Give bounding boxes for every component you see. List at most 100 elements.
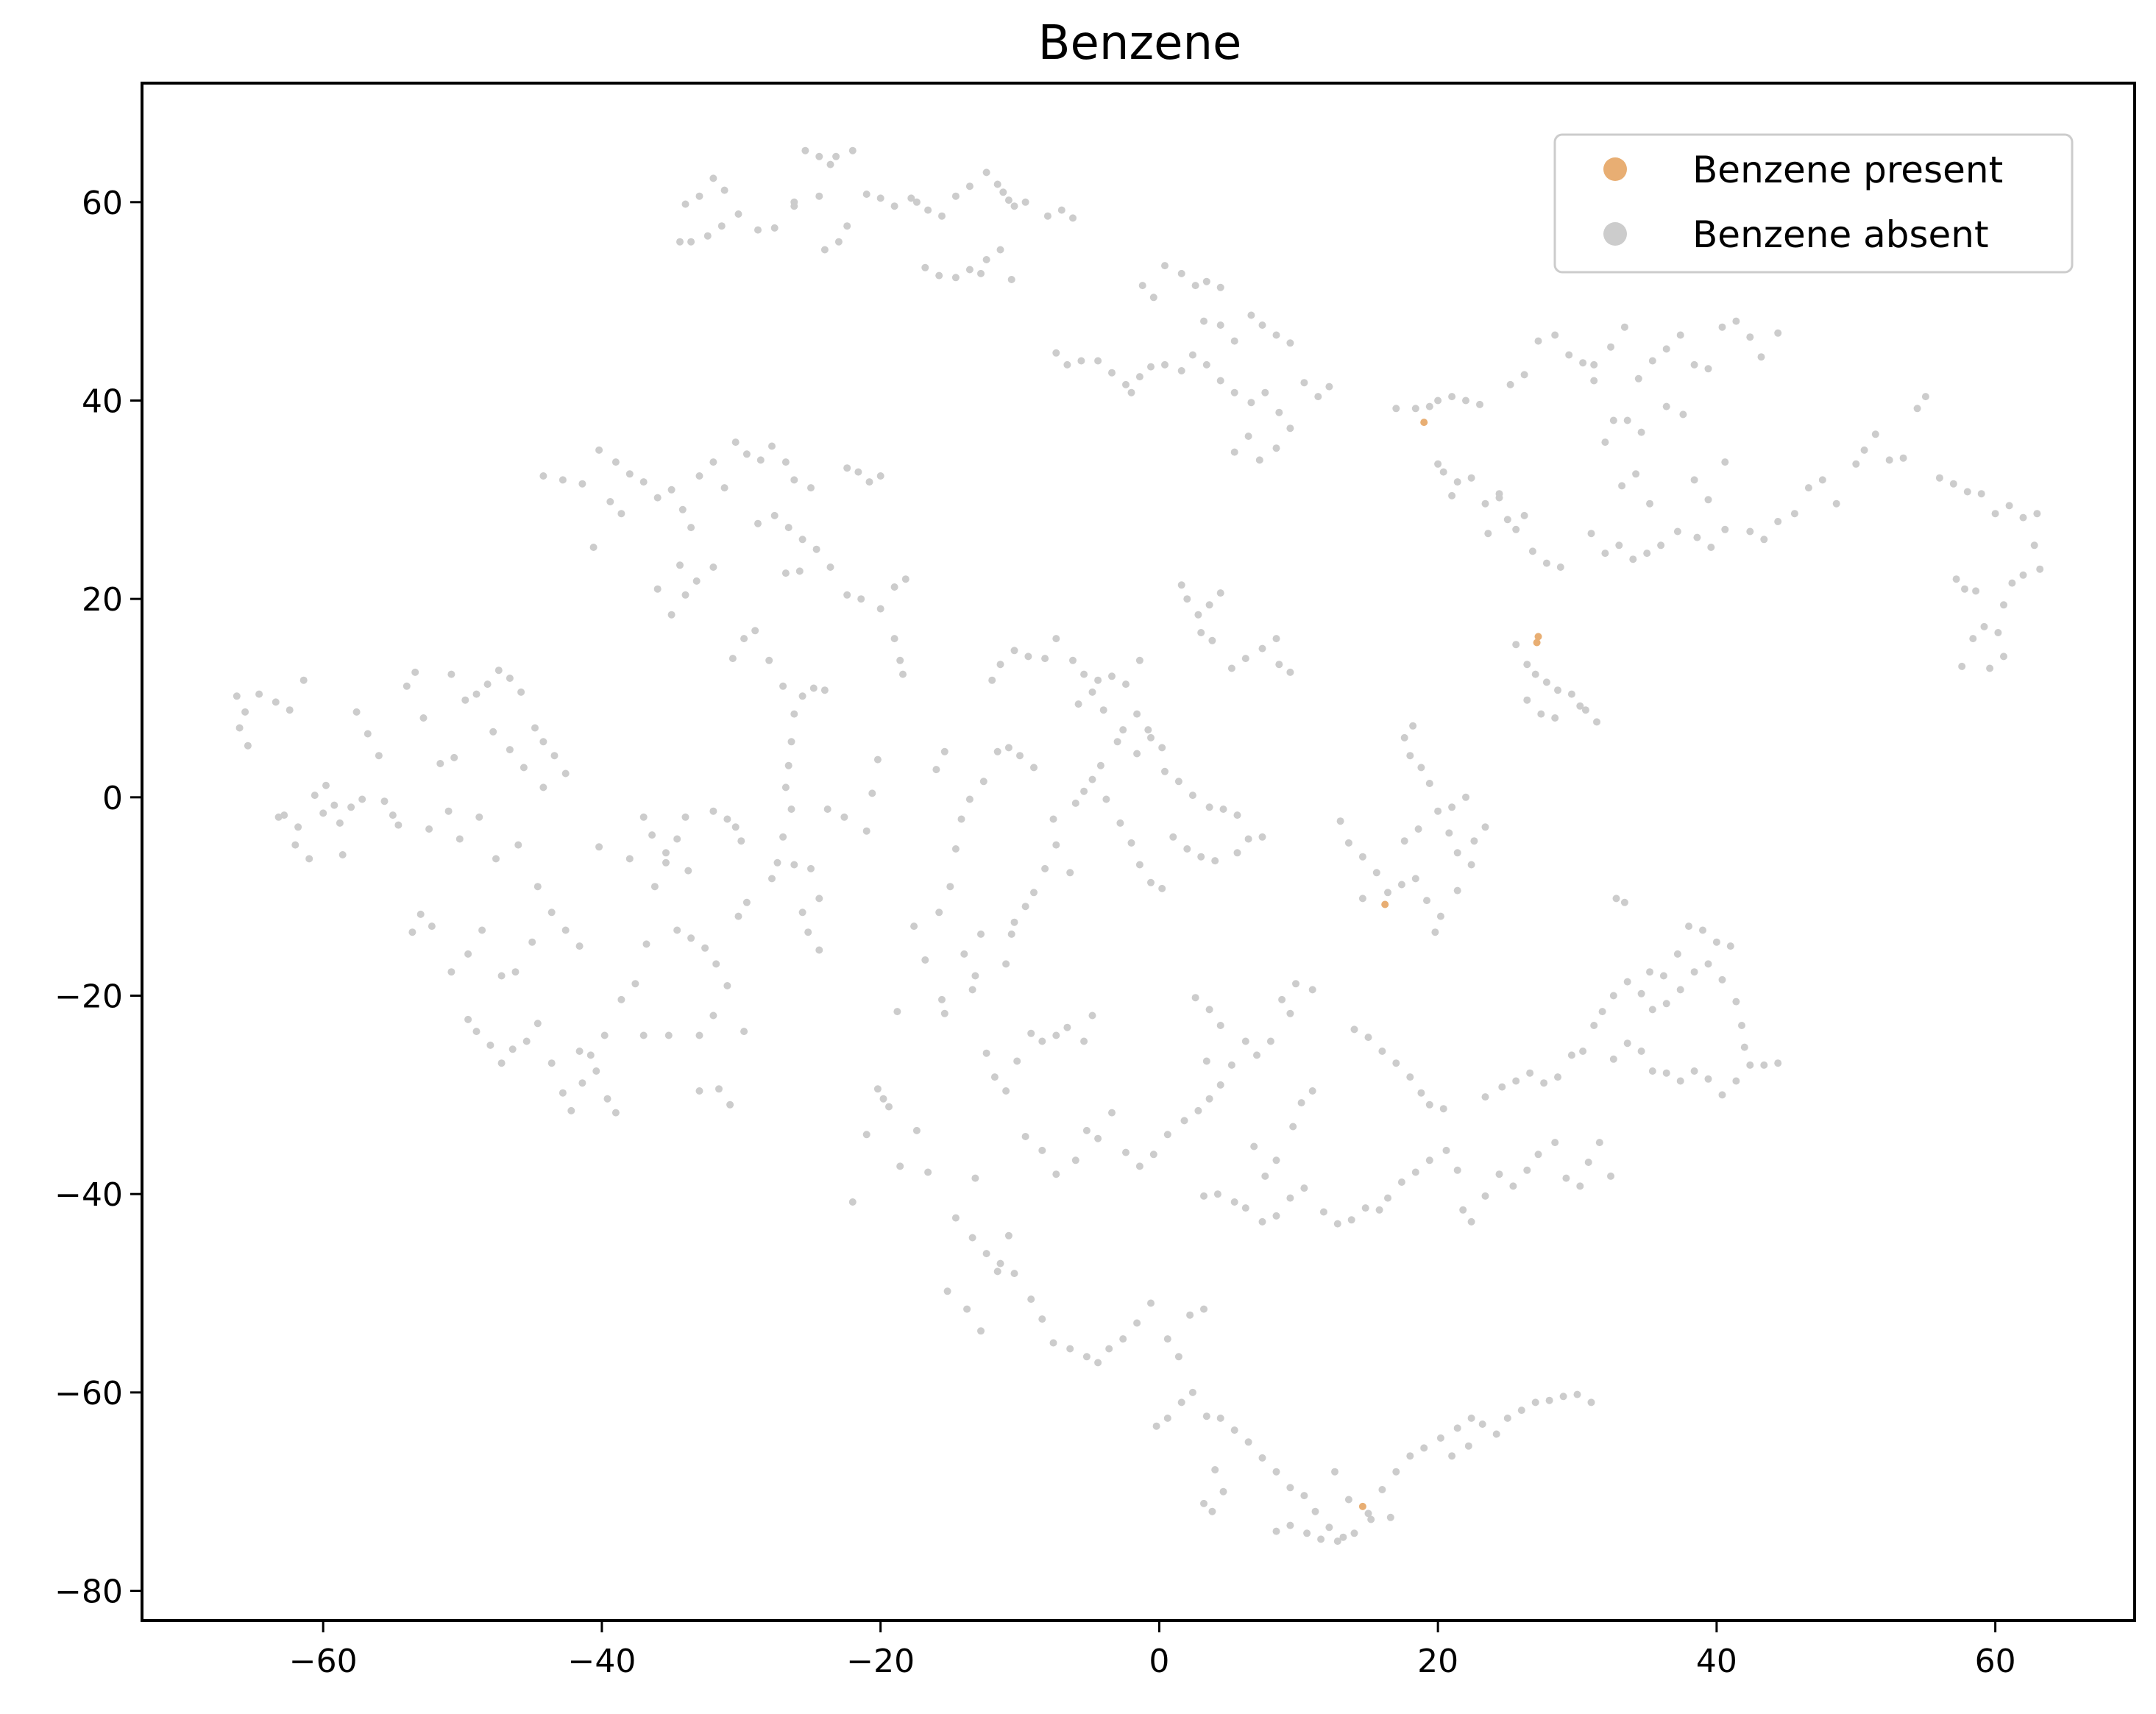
point-absent-487: [1453, 849, 1461, 857]
point-absent-237: [1122, 1148, 1130, 1156]
point-absent-680: [1108, 672, 1116, 680]
point-absent-648: [1344, 1496, 1352, 1504]
point-absent-152: [865, 478, 873, 486]
point-absent-276: [848, 1198, 857, 1206]
point-absent-351: [843, 222, 851, 230]
point-absent-517: [1205, 1006, 1213, 1014]
point-absent-24: [280, 811, 288, 819]
point-absent-495: [1384, 889, 1391, 897]
point-absent-131: [720, 484, 728, 492]
points-layer: [233, 146, 2044, 1546]
point-absent-15: [375, 752, 383, 760]
point-absent-440: [1648, 357, 1656, 365]
point-absent-45: [539, 783, 547, 792]
point-absent-150: [843, 464, 851, 472]
point-absent-476: [1576, 702, 1584, 710]
point-absent-695: [1244, 835, 1252, 843]
point-absent-523: [1392, 1059, 1400, 1067]
point-absent-699: [1158, 744, 1166, 752]
point-absent-594: [1662, 1069, 1670, 1077]
point-absent-390: [1601, 550, 1609, 558]
x-tick-label: −60: [289, 1643, 358, 1680]
point-absent-250: [1038, 1315, 1046, 1323]
point-absent-553: [1534, 1151, 1542, 1159]
point-absent-460: [1690, 476, 1698, 484]
point-absent-703: [1080, 787, 1088, 795]
point-absent-509: [1278, 995, 1286, 1003]
point-absent-310: [1135, 373, 1143, 381]
y-tick-label: −40: [54, 1176, 123, 1214]
point-absent-596: [1637, 1048, 1645, 1055]
legend-marker-present: [1603, 157, 1627, 181]
point-absent-628: [1453, 1424, 1461, 1432]
point-absent-145: [843, 591, 851, 599]
point-absent-395: [1673, 527, 1681, 536]
point-absent-459: [1679, 410, 1687, 419]
point-absent-80: [575, 1048, 584, 1055]
point-absent-479: [1523, 696, 1531, 704]
point-absent-386: [1448, 491, 1456, 499]
point-absent-106: [625, 855, 634, 863]
point-absent-597: [1623, 1039, 1631, 1048]
point-absent-259: [1163, 1335, 1171, 1343]
point-absent-546: [1453, 1166, 1461, 1174]
point-absent-179: [807, 864, 815, 872]
point-absent-665: [1227, 664, 1235, 672]
point-absent-376: [1467, 474, 1475, 482]
point-absent-47: [425, 825, 433, 833]
point-absent-557: [1584, 1159, 1592, 1166]
point-absent-188: [868, 789, 876, 797]
point-absent-681: [1122, 680, 1130, 689]
point-absent-29: [358, 795, 366, 803]
point-absent-325: [965, 182, 974, 191]
x-tick-label: −20: [846, 1643, 915, 1680]
point-absent-677: [1069, 656, 1077, 664]
point-absent-589: [1732, 1077, 1740, 1085]
point-absent-18: [394, 821, 403, 829]
point-absent-288: [1230, 337, 1238, 345]
point-absent-379: [1503, 516, 1511, 524]
point-absent-433: [1961, 585, 1968, 593]
point-absent-140: [770, 511, 779, 519]
point-absent-372: [1392, 405, 1400, 413]
point-absent-666: [1241, 655, 1249, 663]
point-absent-137: [790, 476, 798, 484]
point-absent-410: [1899, 454, 1907, 462]
y-tick-label: 60: [82, 185, 123, 222]
point-absent-664: [1208, 636, 1216, 644]
point-absent-25: [305, 855, 313, 863]
point-absent-537: [1333, 1220, 1341, 1228]
point-absent-712: [1183, 845, 1191, 853]
point-absent-222: [1002, 1087, 1010, 1095]
point-absent-336: [801, 146, 809, 154]
point-absent-99: [740, 1028, 748, 1036]
x-tick-label: 60: [1975, 1643, 2016, 1680]
point-absent-504: [1462, 793, 1469, 801]
point-absent-352: [834, 238, 843, 246]
point-absent-155: [781, 569, 790, 577]
point-absent-668: [1272, 635, 1280, 643]
point-absent-193: [921, 956, 929, 964]
point-absent-75: [567, 1106, 575, 1114]
point-absent-586: [1738, 1022, 1745, 1029]
point-absent-570: [1540, 1079, 1548, 1087]
point-absent-464: [1618, 482, 1626, 490]
point-absent-579: [1648, 1006, 1656, 1014]
point-absent-242: [1194, 1106, 1202, 1114]
point-absent-687: [1133, 750, 1141, 758]
point-absent-161: [676, 561, 684, 569]
point-absent-612: [1230, 1426, 1238, 1434]
point-absent-671: [1052, 635, 1060, 643]
x-tick-label: −40: [567, 1643, 636, 1680]
point-absent-696: [1258, 833, 1266, 841]
point-absent-485: [1434, 807, 1442, 815]
point-absent-334: [832, 152, 840, 160]
point-absent-262: [1200, 1305, 1208, 1313]
point-absent-439: [1634, 374, 1642, 383]
point-absent-295: [1216, 377, 1224, 385]
point-absent-482: [1406, 752, 1414, 760]
point-present-0: [1420, 419, 1428, 427]
point-absent-1: [233, 692, 241, 700]
point-absent-663: [1197, 629, 1205, 636]
point-absent-207: [1002, 960, 1010, 968]
